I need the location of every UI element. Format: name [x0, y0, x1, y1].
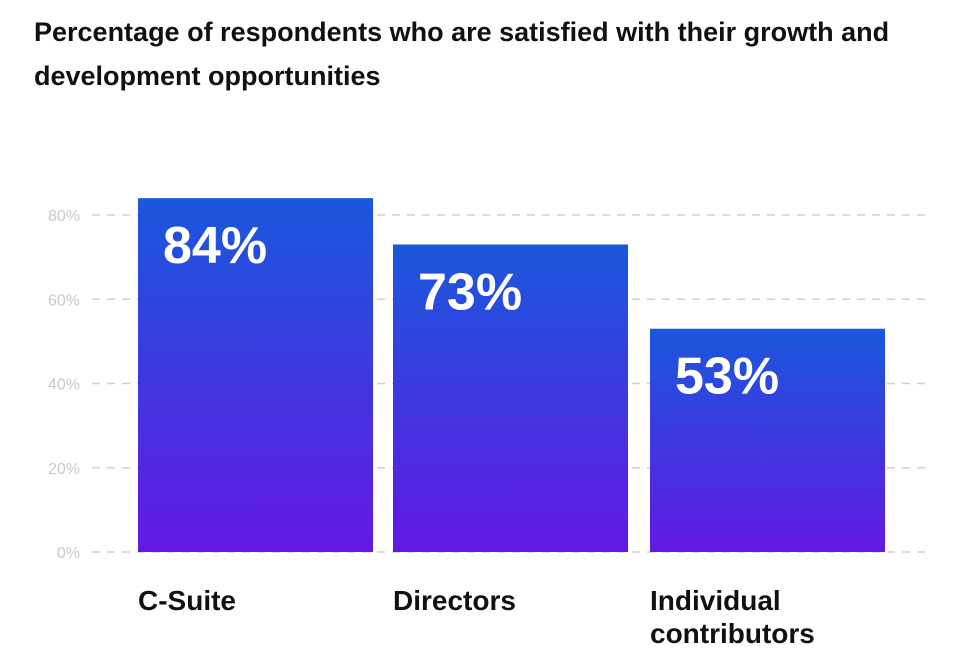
- x-tick-label: Individual: [650, 585, 781, 616]
- bar: [138, 198, 373, 552]
- bar: [650, 328, 885, 552]
- data-label: 84%: [163, 217, 267, 275]
- data-label: 73%: [418, 263, 522, 321]
- chart-title: Percentage of respondents who are satisf…: [34, 17, 890, 91]
- x-tick-label: C-Suite: [138, 585, 236, 616]
- data-label: 53%: [675, 348, 779, 406]
- y-tick-label: 0%: [57, 545, 80, 562]
- y-tick-label: 60%: [48, 292, 80, 309]
- bar: [393, 244, 628, 553]
- y-tick-label: 20%: [48, 461, 80, 478]
- x-tick-label: contributors: [650, 618, 815, 649]
- y-tick-label: 80%: [48, 208, 80, 225]
- x-tick-label: Directors: [393, 585, 516, 616]
- y-tick-label: 40%: [48, 377, 80, 394]
